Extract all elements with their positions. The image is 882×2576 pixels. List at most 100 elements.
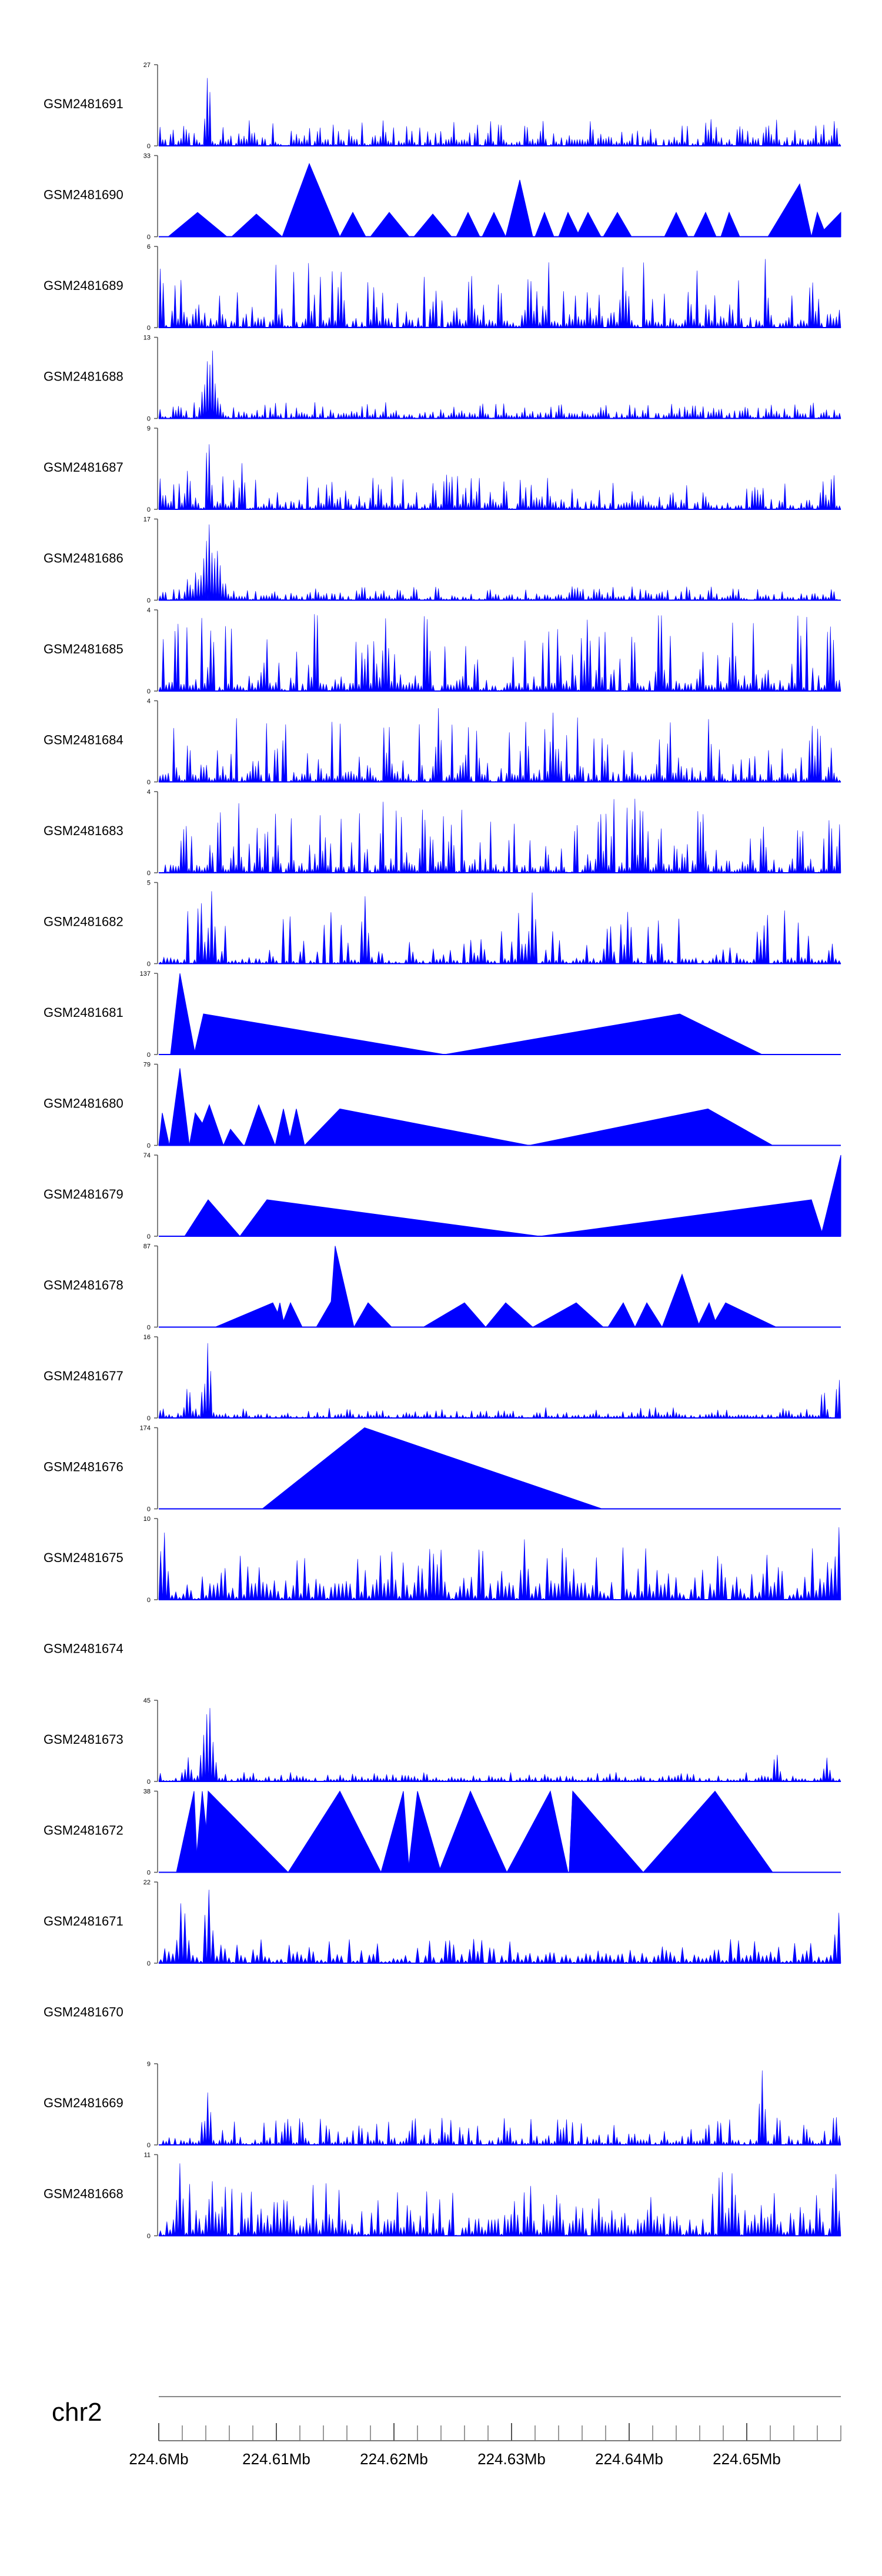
signal-peak [642,1790,773,1873]
track-label: GSM2481675 [44,1550,123,1565]
signal-area [158,1890,841,1964]
signal-peak [816,211,841,237]
y-max-label: 16 [143,1334,151,1341]
signal-peak [456,211,480,237]
y-min-label: 0 [147,1415,151,1422]
y-max-label: 5 [147,880,151,887]
axis-tick-label: 224.64Mb [595,2450,663,2468]
signal-peak [244,1104,276,1146]
signal-peak [170,973,196,1055]
track-label: GSM2481676 [44,1460,123,1474]
signal-peak [339,212,366,237]
track-label: GSM2481668 [44,2187,123,2201]
signal-peak [558,211,580,237]
track-GSM2481676: GSM2481676 174 0 [44,1425,841,1513]
y-min-label: 0 [147,779,151,786]
track-label: GSM2481671 [44,1914,123,1928]
y-min-label: 0 [147,1597,151,1604]
track-label: GSM2481689 [44,278,123,293]
signal-peak [539,1199,824,1237]
signal-peak [711,1302,777,1327]
track-GSM2481670: GSM2481670 [44,2005,123,2020]
track-label: GSM2481669 [44,2095,123,2110]
signal-peak [193,1013,445,1055]
signal-peak [534,211,554,237]
signal-peak [444,1013,763,1055]
track-GSM2481689: GSM2481689 6 0 [44,243,841,332]
signal-peak [697,1302,718,1327]
track-label: GSM2481682 [44,915,123,929]
tracks-group: GSM2481691270GSM2481690330GSM248168960GS… [44,62,841,2240]
signal-area [158,524,841,601]
signal-peak [288,1790,382,1873]
y-min-label: 0 [147,2233,151,2240]
signal-peak [505,179,533,237]
signal-peak [273,1302,285,1327]
signal-peak [184,1199,241,1237]
track-label: GSM2481681 [44,1005,123,1020]
signal-peak [634,1302,663,1327]
y-max-label: 4 [147,698,151,705]
signal-area [158,351,841,419]
y-min-label: 0 [147,1870,151,1877]
track-label: GSM2481691 [44,96,123,111]
track-GSM2481669: GSM2481669 9 0 [44,2061,841,2149]
track-GSM2481686: GSM2481686 17 0 [44,516,841,605]
signal-peak [223,1128,245,1146]
signal-area [158,259,841,329]
signal-peak [288,1109,305,1146]
track-label: GSM2481687 [44,460,123,475]
track-GSM2481681: GSM2481681 137 0 [44,970,841,1059]
signal-peak [662,1273,700,1327]
signal-area [158,78,841,147]
signal-peak [603,212,632,237]
signal-peak [369,212,410,237]
signal-peak [532,1302,604,1327]
y-max-label: 4 [147,607,151,614]
y-max-label: 79 [143,1062,151,1069]
signal-area [158,2163,841,2237]
track-label: GSM2481690 [44,188,123,202]
track-label: GSM2481677 [44,1369,123,1383]
chromosome-label: chr2 [52,2398,102,2427]
signal-area [158,799,841,874]
track-GSM2481683: GSM2481683 4 0 [44,789,841,877]
y-max-label: 22 [143,1879,151,1886]
track-GSM2481679: GSM2481679 74 0 [44,1152,841,1240]
y-min-label: 0 [147,143,151,150]
track-label: GSM2481670 [44,2005,123,2020]
axis-tick-label: 224.62Mb [360,2450,428,2468]
y-max-label: 74 [143,1152,151,1159]
track-label: GSM2481680 [44,1096,123,1111]
y-max-label: 4 [147,789,151,796]
track-GSM2481687: GSM2481687 9 0 [44,425,841,513]
track-label: GSM2481674 [44,1641,123,1656]
signal-peak [158,1113,170,1146]
signal-peak [275,1109,292,1146]
track-GSM2481675: GSM2481675 10 0 [44,1516,841,1604]
track-label: GSM2481678 [44,1278,123,1293]
y-min-label: 0 [147,234,151,241]
signal-peak [529,1108,774,1146]
track-GSM2481690: GSM2481690 33 0 [44,153,841,241]
signal-peak [203,1790,289,1873]
y-min-label: 0 [147,1960,151,1967]
signal-peak [569,1790,644,1873]
signal-area [158,614,841,692]
signal-peak [407,1791,442,1873]
signal-peak [482,211,506,237]
track-GSM2481685: GSM2481685 4 0 [44,607,841,695]
signal-peak [607,1302,636,1327]
y-max-label: 10 [143,1516,151,1523]
signal-peak [280,1302,303,1327]
signal-peak [353,1302,393,1327]
track-label: GSM2481672 [44,1823,123,1838]
track-GSM2481674: GSM2481674 [44,1641,123,1656]
y-max-label: 9 [147,2061,151,2068]
track-label: GSM2481686 [44,551,123,566]
signal-peak [261,1427,603,1509]
signal-peak [422,1302,487,1327]
axis-tick-label: 224.61Mb [242,2450,310,2468]
axis-ticks: 224.6Mb 224.61Mb 224.62Mb 224.63Mb 224.64Mb 2… [129,2396,841,2468]
track-label: GSM2481679 [44,1187,123,1202]
